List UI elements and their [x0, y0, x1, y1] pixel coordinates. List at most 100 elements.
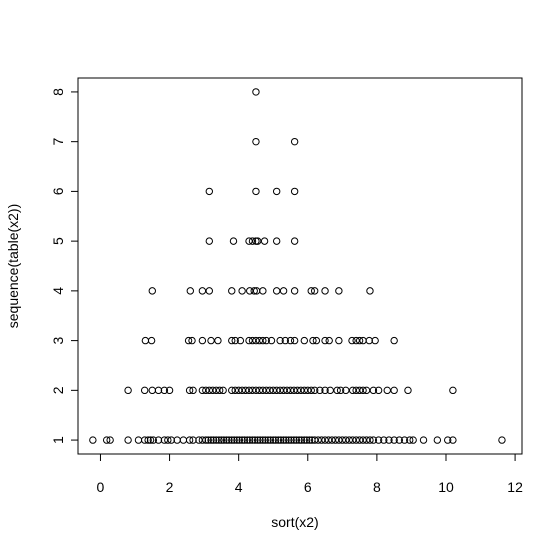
- y-tick-label: 8: [50, 88, 66, 96]
- data-point: [146, 436, 155, 444]
- data-point: [272, 287, 281, 295]
- data-point: [317, 436, 326, 444]
- data-point: [205, 287, 213, 295]
- data-point: [148, 287, 156, 295]
- data-point: [316, 386, 324, 395]
- data-point: [228, 436, 236, 444]
- data-point: [184, 336, 193, 345]
- data-point: [271, 436, 280, 444]
- data-point: [348, 386, 357, 395]
- data-point: [355, 386, 364, 395]
- data-point: [233, 436, 241, 444]
- data-point: [259, 386, 267, 395]
- data-point: [409, 436, 417, 444]
- data-point: [312, 336, 321, 345]
- data-point: [256, 436, 264, 444]
- data-point: [374, 436, 383, 444]
- data-point: [164, 436, 172, 444]
- data-point: [147, 336, 156, 345]
- data-point: [248, 386, 257, 395]
- data-point: [279, 287, 288, 295]
- data-point: [310, 386, 319, 395]
- data-point: [250, 287, 258, 295]
- data-point: [324, 436, 333, 444]
- data-point: [297, 436, 306, 444]
- data-point: [238, 287, 246, 295]
- data-point: [362, 386, 371, 395]
- data-point: [248, 336, 257, 345]
- data-point: [230, 436, 238, 444]
- data-point: [204, 436, 212, 444]
- data-point: [154, 436, 163, 444]
- data-point: [188, 336, 196, 345]
- y-tick-label: 7: [50, 138, 66, 146]
- data-point: [307, 287, 315, 295]
- data-point: [259, 336, 267, 345]
- data-point: [229, 237, 238, 245]
- data-point: [253, 436, 262, 444]
- data-point: [266, 386, 274, 395]
- data-point: [198, 386, 207, 395]
- data-point: [248, 237, 257, 245]
- data-point: [303, 436, 311, 444]
- data-point: [140, 436, 149, 444]
- data-point: [385, 436, 393, 444]
- data-point: [285, 436, 293, 444]
- data-point: [290, 237, 299, 245]
- data-point: [325, 336, 333, 345]
- data-point: [272, 187, 281, 196]
- data-point: [369, 386, 378, 395]
- data-point: [333, 386, 341, 395]
- data-point: [290, 287, 299, 295]
- data-point: [148, 386, 156, 395]
- data-point: [321, 336, 329, 345]
- data-point: [342, 386, 350, 395]
- data-point: [262, 386, 271, 395]
- data-point: [209, 386, 217, 395]
- data-point: [287, 436, 295, 444]
- data-point: [198, 336, 207, 345]
- data-point: [217, 436, 226, 444]
- data-point: [255, 336, 264, 345]
- data-point: [404, 386, 412, 395]
- y-tick-label: 1: [50, 436, 66, 444]
- data-point: [240, 436, 249, 444]
- data-point: [449, 436, 457, 444]
- data-point: [264, 436, 272, 444]
- data-point: [272, 386, 281, 395]
- data-point: [290, 187, 299, 196]
- data-point: [259, 436, 267, 444]
- x-tick-label: 12: [507, 479, 523, 495]
- data-point: [215, 436, 223, 444]
- y-tick-label: 6: [50, 187, 66, 195]
- data-point: [276, 336, 284, 345]
- data-point: [198, 287, 207, 295]
- data-point: [383, 386, 391, 395]
- data-point: [355, 436, 364, 444]
- data-point: [276, 386, 284, 395]
- data-point: [290, 336, 299, 345]
- data-point: [293, 386, 302, 395]
- data-point: [238, 386, 246, 395]
- data-point: [219, 386, 227, 395]
- data-point: [252, 88, 260, 96]
- x-tick-label: 4: [235, 479, 243, 495]
- data-point: [228, 336, 236, 345]
- data-point: [195, 436, 203, 444]
- data-point: [253, 237, 262, 245]
- data-point: [380, 436, 388, 444]
- data-point: [243, 436, 252, 444]
- data-point: [390, 436, 398, 444]
- data-point: [140, 386, 149, 395]
- data-point: [215, 386, 224, 395]
- data-point: [144, 436, 152, 444]
- data-point: [282, 436, 290, 444]
- data-point: [231, 336, 239, 345]
- data-point: [222, 436, 231, 444]
- data-point: [300, 386, 309, 395]
- data-point: [260, 237, 269, 245]
- data-point: [328, 436, 336, 444]
- data-point: [444, 436, 452, 444]
- data-point: [498, 436, 506, 444]
